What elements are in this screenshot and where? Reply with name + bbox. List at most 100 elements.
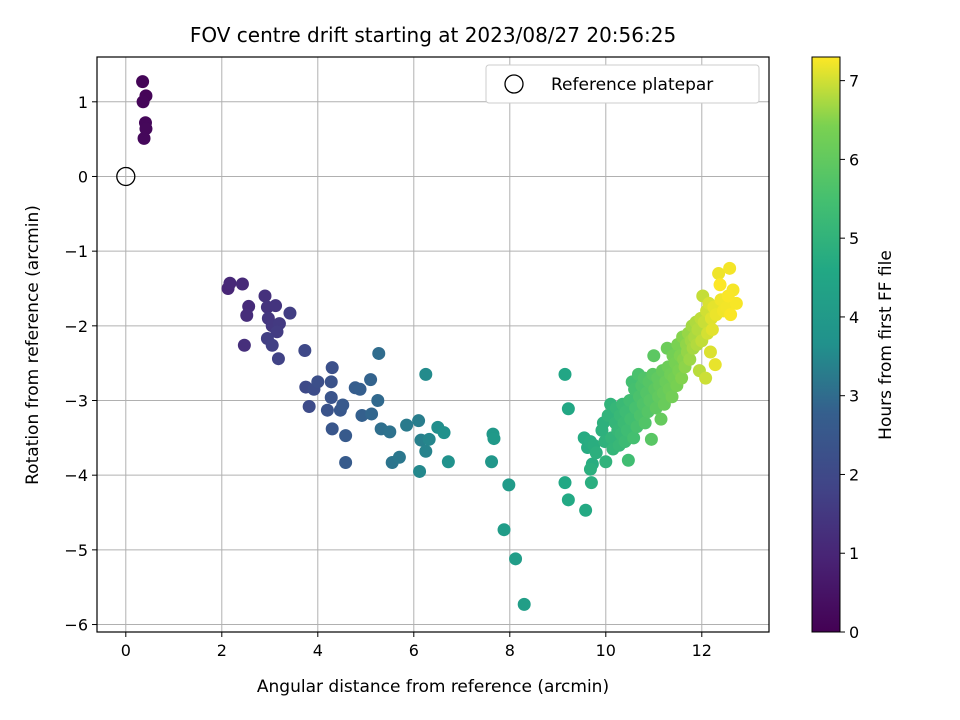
data-point (621, 453, 635, 467)
data-point (558, 476, 572, 490)
data-point (419, 367, 433, 381)
data-point (265, 338, 279, 352)
chart-title: FOV centre drift starting at 2023/08/27 … (190, 23, 676, 47)
y-tick-label: −2 (64, 317, 88, 336)
data-point (419, 444, 433, 458)
x-axis-label: Angular distance from reference (arcmin) (257, 677, 609, 697)
colorbar-tick-label: 6 (849, 150, 859, 169)
data-point (339, 429, 353, 443)
data-point (584, 476, 598, 490)
data-point (561, 402, 575, 416)
data-point (599, 455, 613, 469)
data-point (353, 382, 367, 396)
data-point (298, 343, 312, 357)
data-point (712, 267, 726, 281)
data-point (412, 414, 426, 428)
plot-area: 0 2 4 6 8 10 12 10−1−2−3−4−5−6 (64, 56, 770, 660)
data-point (675, 371, 689, 385)
data-point (136, 75, 150, 89)
data-point (336, 398, 350, 412)
data-point (705, 323, 719, 337)
data-point (392, 450, 406, 464)
data-point (320, 403, 334, 417)
colorbar-tick-label: 2 (849, 465, 859, 484)
colorbar: 0 1 2 3 4 5 6 7 Hours from first FF file (811, 56, 896, 642)
data-point (502, 478, 516, 492)
y-tick-label: 1 (78, 93, 88, 112)
y-tick-label: 0 (78, 167, 88, 186)
colorbar-gradient (811, 56, 841, 633)
data-point (724, 308, 738, 322)
colorbar-tick-label: 4 (849, 308, 859, 327)
y-axis-ticks: 1 0 −1 −2 −3 −4 −5 −6 (64, 93, 97, 635)
data-point (270, 325, 284, 339)
legend-box (485, 64, 760, 104)
data-point (665, 390, 679, 404)
data-point (487, 432, 501, 446)
data-point (583, 462, 597, 476)
legend: Reference platepar (485, 64, 760, 104)
data-point (422, 432, 436, 446)
x-tick-label: 0 (121, 641, 131, 660)
data-point (269, 299, 283, 313)
plot-frame (96, 56, 770, 633)
x-tick-label: 6 (409, 641, 419, 660)
data-point (437, 426, 451, 440)
x-tick-label: 10 (596, 641, 616, 660)
data-point (400, 418, 414, 432)
y-tick-label: −1 (64, 242, 88, 261)
x-axis-ticks: 0 2 4 6 8 10 12 (121, 632, 712, 660)
x-tick-label: 4 (313, 641, 323, 660)
data-point (703, 345, 717, 359)
data-point (558, 367, 572, 381)
data-point (283, 306, 297, 320)
data-points (136, 75, 743, 611)
data-point (721, 289, 735, 303)
data-point (139, 122, 153, 136)
data-point (258, 289, 272, 303)
colorbar-tick-label: 7 (849, 72, 859, 91)
plot-background (97, 57, 769, 632)
legend-marker (504, 74, 524, 94)
data-point (325, 422, 339, 436)
data-point (324, 391, 338, 405)
data-point (589, 446, 603, 460)
data-point (579, 503, 593, 517)
colorbar-ticks: 0 1 2 3 4 5 6 7 (840, 72, 859, 642)
data-point (324, 375, 338, 389)
data-point (654, 412, 668, 426)
colorbar-tick-label: 5 (849, 229, 859, 248)
colorbar-label: Hours from first FF file (876, 250, 896, 440)
data-point (372, 346, 386, 360)
data-point (713, 278, 727, 292)
data-point (223, 276, 237, 290)
data-point (235, 277, 249, 291)
data-point (699, 371, 713, 385)
data-point (647, 349, 661, 363)
x-tick-label: 12 (692, 641, 712, 660)
data-point (271, 352, 285, 366)
data-point (240, 308, 254, 322)
data-point (364, 373, 378, 387)
y-tick-label: −4 (64, 466, 88, 485)
data-point (355, 408, 369, 422)
data-point (137, 131, 151, 145)
data-point (485, 455, 499, 469)
data-point (311, 375, 325, 389)
x-tick-label: 2 (217, 641, 227, 660)
data-point (509, 552, 523, 566)
data-point (517, 597, 531, 611)
y-tick-label: −3 (64, 392, 88, 411)
data-point (561, 493, 575, 507)
data-point (708, 358, 722, 372)
data-point (339, 455, 353, 469)
x-tick-label: 8 (505, 641, 515, 660)
data-point (136, 95, 150, 109)
data-point (723, 261, 737, 275)
legend-label: Reference platepar (551, 75, 713, 95)
data-point (638, 416, 652, 430)
colorbar-tick-label: 3 (849, 387, 859, 406)
y-tick-label: −5 (64, 541, 88, 560)
data-point (383, 425, 397, 439)
